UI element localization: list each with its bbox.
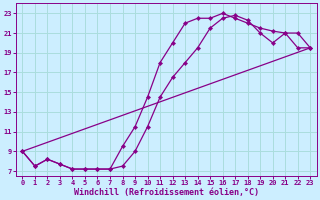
X-axis label: Windchill (Refroidissement éolien,°C): Windchill (Refroidissement éolien,°C) [74, 188, 259, 197]
